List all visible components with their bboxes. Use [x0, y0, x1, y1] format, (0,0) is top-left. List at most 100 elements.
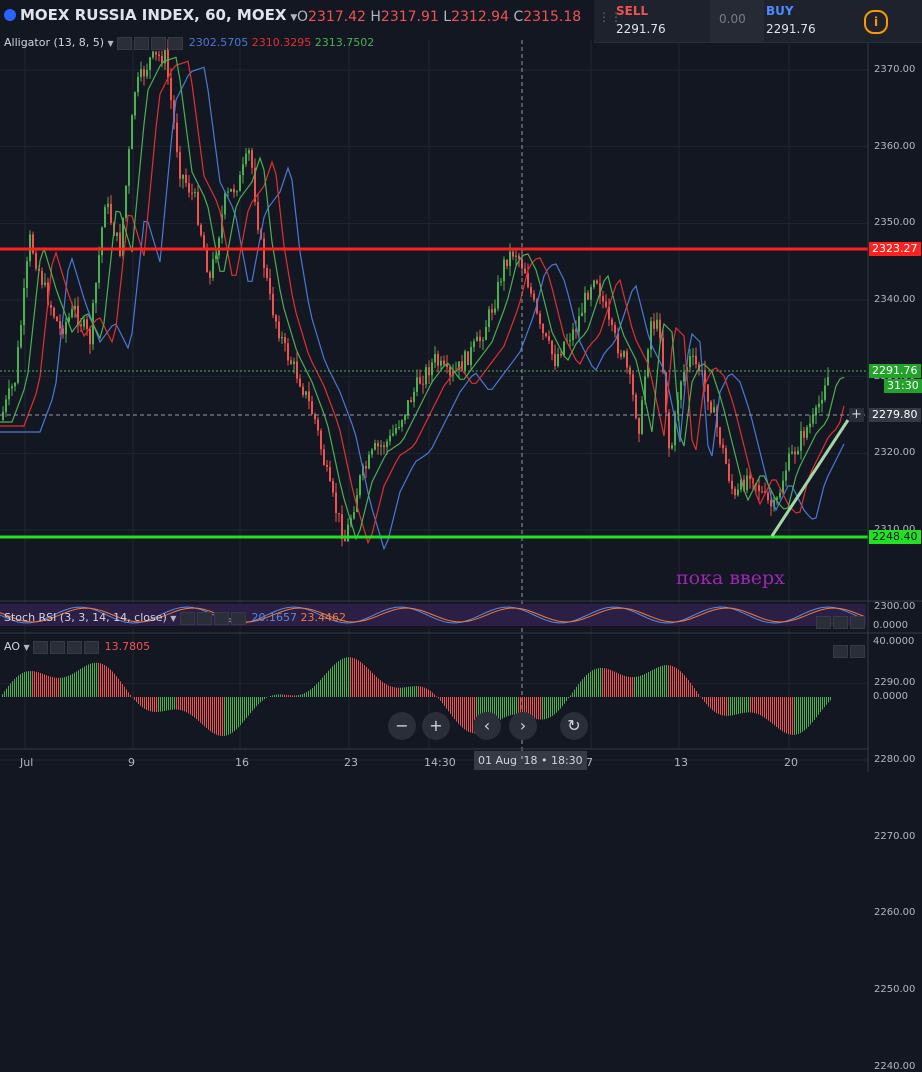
ao-bar	[174, 697, 175, 710]
candle-body	[311, 401, 313, 414]
alligator-jaw-line	[0, 67, 844, 548]
ao-bar	[104, 665, 105, 697]
ao-bar	[214, 697, 215, 734]
eye-icon[interactable]	[197, 612, 212, 625]
ao-legend[interactable]: AO ▼ 13.7805	[4, 640, 150, 654]
ao-bar	[42, 674, 43, 697]
ao-bar	[632, 677, 633, 697]
ao-bar	[130, 695, 131, 697]
chevron-down-icon[interactable]: ▼	[108, 39, 114, 48]
symbol-title-text: MOEX RUSSIA INDEX, 60, MOEX	[20, 6, 286, 24]
ao-bar	[194, 697, 195, 718]
eye-icon[interactable]	[50, 641, 65, 654]
ao-bar	[762, 697, 763, 716]
scroll-back-button[interactable]: ‹	[473, 712, 501, 740]
info-icon[interactable]: i	[864, 10, 888, 34]
ao-bar	[348, 657, 349, 697]
ao-bar	[62, 678, 63, 697]
candle-body	[761, 491, 763, 492]
settings-icon[interactable]	[180, 612, 195, 625]
gear-icon[interactable]	[214, 612, 229, 625]
ao-bar	[228, 697, 229, 735]
candle-body	[542, 324, 544, 333]
ao-pane-controls[interactable]	[833, 641, 867, 660]
ao-bar	[640, 676, 641, 697]
candle-body	[50, 305, 52, 308]
alligator-legend[interactable]: Alligator (13, 8, 5) ▼ 2302.5705 2310.32…	[4, 36, 374, 50]
ao-bar	[4, 691, 5, 697]
ao-bar	[790, 697, 791, 735]
candle-body	[218, 238, 220, 255]
chart-canvas[interactable]	[0, 0, 922, 772]
candle-body	[725, 448, 727, 464]
zoom-out-button[interactable]: −	[388, 712, 416, 740]
settings-icon[interactable]	[117, 37, 132, 50]
close-icon[interactable]	[168, 37, 183, 50]
chevron-down-icon[interactable]: ▼	[170, 614, 176, 623]
symbol-title[interactable]: MOEX RUSSIA INDEX, 60, MOEX▼	[4, 6, 297, 24]
ao-bar	[220, 697, 221, 736]
candle-body	[404, 415, 406, 420]
settings-icon[interactable]	[33, 641, 48, 654]
close-icon[interactable]	[84, 641, 99, 654]
ao-bar	[284, 695, 285, 697]
ao-bar	[550, 697, 551, 717]
maximize-icon[interactable]	[816, 616, 831, 629]
ao-bar	[288, 695, 289, 697]
stoch-label[interactable]: Stoch RSI (3, 3, 14, 14, close)	[4, 611, 167, 624]
add-alert-icon[interactable]: +	[849, 408, 864, 422]
ao-bar	[308, 691, 309, 697]
buy-price: 2291.76	[766, 22, 816, 36]
ao-bar	[90, 664, 91, 697]
candle-body	[302, 387, 304, 395]
annotation-text[interactable]: пока вверх	[676, 567, 785, 589]
alligator-lips-line	[0, 57, 844, 538]
zoom-in-button[interactable]: +	[422, 712, 450, 740]
candle-body	[731, 481, 733, 489]
ao-bar	[396, 688, 397, 697]
price-axis-label: 2270.00	[874, 831, 915, 842]
ao-bar	[74, 673, 75, 697]
gear-icon[interactable]	[151, 37, 166, 50]
reset-chart-button[interactable]: ↻	[560, 712, 588, 740]
ao-bar	[744, 697, 745, 713]
ao-bar	[544, 697, 545, 719]
ao-bar	[684, 675, 685, 697]
gear-icon[interactable]	[67, 641, 82, 654]
scroll-forward-button[interactable]: ›	[509, 712, 537, 740]
last-price-label: 2291.76	[869, 364, 921, 378]
close-icon[interactable]	[850, 645, 865, 658]
ao-label[interactable]: AO	[4, 640, 20, 653]
ao-bar	[582, 679, 583, 697]
alligator-label[interactable]: Alligator (13, 8, 5)	[4, 36, 104, 49]
chevron-down-icon[interactable]: ▼	[24, 643, 30, 652]
ao-bar	[416, 686, 417, 697]
candle-body	[26, 261, 28, 288]
stoch-pane-controls[interactable]	[816, 612, 867, 631]
eye-icon[interactable]	[134, 37, 149, 50]
ao-axis-top: 40.0000	[873, 636, 914, 647]
collapse-icon[interactable]	[833, 616, 848, 629]
teeth-value: 2310.3295	[252, 36, 312, 49]
stoch-legend[interactable]: Stoch RSI (3, 3, 14, 14, close) ▼ 20.165…	[4, 611, 346, 625]
candle-body	[236, 191, 238, 192]
buy-button[interactable]: BUY 2291.76	[764, 0, 858, 42]
ao-bar	[572, 692, 573, 697]
ao-bar	[542, 697, 543, 719]
ao-bar	[114, 674, 115, 697]
ao-bar	[320, 680, 321, 697]
close-icon[interactable]	[231, 612, 246, 625]
ao-bar	[278, 694, 279, 697]
candle-body	[35, 253, 37, 269]
ao-bar	[828, 697, 829, 702]
close-icon[interactable]	[850, 616, 865, 629]
ao-bar	[594, 669, 595, 697]
ao-bar	[742, 697, 743, 713]
maximize-icon[interactable]	[833, 645, 848, 658]
time-axis-label: 13	[674, 756, 688, 769]
ao-bar	[326, 673, 327, 697]
candle-body	[179, 152, 181, 179]
ao-bar	[84, 667, 85, 697]
ao-bar	[628, 677, 629, 697]
candle-body	[125, 186, 127, 218]
